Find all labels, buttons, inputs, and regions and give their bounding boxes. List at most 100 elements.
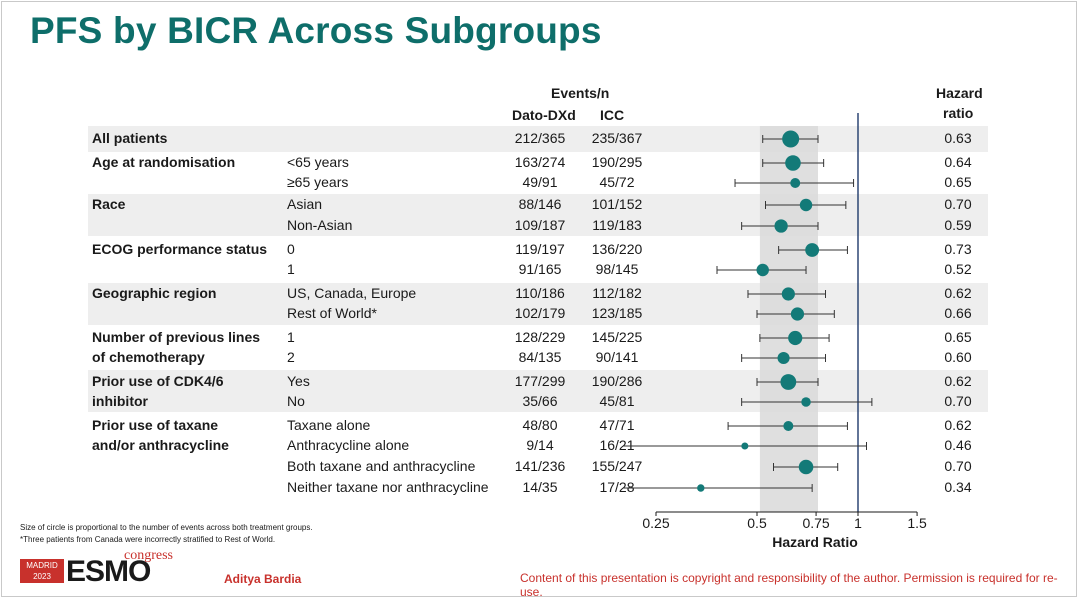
hazard-ratio-value: 0.73: [944, 241, 972, 257]
page-title: PFS by BICR Across Subgroups: [30, 10, 602, 51]
category-label: Number of previous lines: [92, 329, 261, 345]
header-hr-line1: Hazard: [936, 85, 983, 101]
subgroup-label: ≥65 years: [287, 174, 349, 190]
hazard-ratio-value: 0.62: [944, 285, 972, 301]
hr-point: [777, 351, 790, 365]
hr-point: [788, 330, 803, 346]
events-icc: 16/21: [599, 437, 635, 453]
x-axis-label: Hazard Ratio: [772, 534, 858, 550]
events-icc: 119/183: [592, 217, 642, 233]
hr-point: [697, 484, 705, 492]
hazard-ratio-value: 0.63: [944, 130, 972, 146]
hr-point: [799, 198, 813, 212]
category-label: of chemotherapy: [92, 349, 205, 365]
hazard-ratio-value: 0.60: [944, 349, 972, 365]
events-icc: 112/182: [592, 285, 642, 301]
hr-point: [790, 178, 801, 188]
header-arm2: ICC: [600, 107, 625, 123]
x-tick-label: 1.5: [907, 515, 927, 531]
hazard-ratio-value: 0.70: [944, 393, 972, 409]
events-icc: 136/220: [591, 241, 643, 257]
subgroup-label: Asian: [287, 196, 323, 212]
events-icc: 155/247: [591, 458, 643, 474]
esmo-logo: ESMO: [66, 555, 151, 588]
author-name: Aditya Bardia: [224, 572, 302, 586]
row-band: [88, 370, 988, 412]
events-icc: 101/152: [591, 196, 643, 212]
events-icc: 17/28: [599, 479, 635, 495]
subgroup-label: Non-Asian: [287, 217, 353, 233]
hazard-ratio-value: 0.52: [944, 261, 972, 277]
events-icc: 98/145: [595, 261, 639, 277]
hazard-ratio-value: 0.64: [944, 154, 972, 170]
subgroup-label: US, Canada, Europe: [287, 285, 417, 301]
logo-year: 2023: [33, 572, 51, 581]
hazard-ratio-value: 0.46: [944, 437, 972, 453]
events-dato-dxd: 91/165: [518, 261, 562, 277]
hr-point: [785, 155, 801, 171]
events-dato-dxd: 109/187: [514, 217, 566, 233]
subgroup-label: 1: [287, 261, 295, 277]
subgroup-label: Yes: [287, 373, 310, 389]
x-tick-label: 0.25: [642, 515, 669, 531]
row-band: [88, 283, 988, 325]
row-band: [88, 126, 988, 152]
events-dato-dxd: 119/197: [515, 241, 565, 257]
subgroup-label: Taxane alone: [287, 417, 371, 433]
hr-point: [756, 263, 769, 277]
hazard-ratio-value: 0.62: [944, 373, 972, 389]
events-icc: 45/72: [599, 174, 635, 190]
hr-point: [781, 287, 795, 301]
category-label: and/or anthracycline: [92, 437, 229, 453]
events-icc: 47/71: [599, 417, 635, 433]
events-icc: 90/141: [595, 349, 639, 365]
hazard-ratio-value: 0.34: [944, 479, 972, 495]
category-label: ECOG performance status: [92, 241, 268, 257]
row-band: [88, 194, 988, 236]
hazard-ratio-value: 0.65: [944, 174, 972, 190]
hr-point: [741, 442, 749, 450]
hr-point: [782, 130, 800, 148]
hazard-ratio-value: 0.70: [944, 196, 972, 212]
events-dato-dxd: 102/179: [514, 305, 566, 321]
events-icc: 123/185: [591, 305, 643, 321]
events-icc: 45/81: [599, 393, 635, 409]
esmo-logo-badge: MADRID 2023: [20, 559, 64, 583]
events-icc: 235/367: [591, 130, 643, 146]
subgroup-label: 1: [287, 329, 295, 345]
events-dato-dxd: 49/91: [522, 174, 558, 190]
events-dato-dxd: 35/66: [522, 393, 558, 409]
events-dato-dxd: 212/365: [514, 130, 566, 146]
hr-point: [805, 243, 820, 257]
events-dato-dxd: 163/274: [514, 154, 566, 170]
category-label: Prior use of CDK4/6: [92, 373, 224, 389]
hr-point: [774, 219, 788, 233]
hazard-ratio-value: 0.59: [944, 217, 972, 233]
esmo-logo-congress: congress: [124, 548, 173, 563]
events-dato-dxd: 141/236: [514, 458, 566, 474]
hr-point: [783, 421, 794, 431]
events-dato-dxd: 128/229: [514, 329, 566, 345]
logo-city: MADRID: [26, 561, 58, 570]
category-label: Geographic region: [92, 285, 217, 301]
footnote-canada: *Three patients from Canada were incorre…: [20, 535, 276, 544]
category-label: Prior use of taxane: [92, 417, 219, 433]
hazard-ratio-value: 0.70: [944, 458, 972, 474]
footnote-circle-size: Size of circle is proportional to the nu…: [20, 523, 313, 532]
header-arm1: Dato-DXd: [512, 107, 576, 123]
subgroup-label: Neither taxane nor anthracycline: [287, 479, 489, 495]
events-dato-dxd: 14/35: [522, 479, 558, 495]
hr-point: [780, 374, 797, 390]
events-dato-dxd: 110/186: [515, 285, 565, 301]
category-label: Age at randomisation: [92, 154, 236, 170]
subgroup-label: Both taxane and anthracycline: [287, 458, 476, 474]
subgroup-label: 0: [287, 241, 295, 257]
hazard-ratio-value: 0.66: [944, 305, 972, 321]
events-dato-dxd: 177/299: [514, 373, 566, 389]
x-tick-label: 0.75: [802, 515, 829, 531]
copyright-notice: Content of this presentation is copyrigh…: [520, 571, 1058, 599]
header-events-n: Events/n: [551, 85, 610, 101]
category-label: inhibitor: [92, 393, 148, 409]
